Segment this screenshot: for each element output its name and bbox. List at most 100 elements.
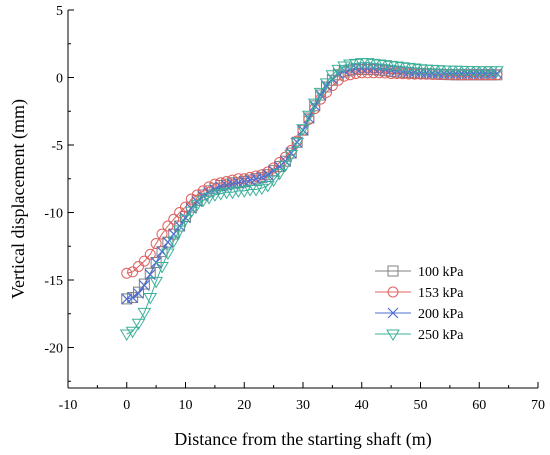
y-tick-label: -15	[44, 274, 63, 289]
data-point	[373, 67, 385, 79]
x-tick-label: 60	[472, 398, 486, 413]
series-layer	[119, 58, 504, 341]
data-point	[138, 279, 150, 291]
legend-entry: 153 kPa	[375, 286, 464, 301]
data-point	[172, 225, 187, 238]
legend-entry: 250 kPa	[375, 328, 464, 343]
data-point	[137, 307, 152, 320]
data-point	[190, 199, 205, 212]
data-point	[168, 228, 180, 240]
legend-marker	[387, 265, 399, 277]
data-point	[202, 193, 216, 205]
data-point	[337, 61, 352, 73]
data-point	[138, 255, 150, 267]
data-point	[138, 278, 150, 290]
data-point	[291, 135, 303, 147]
data-point	[385, 67, 397, 79]
data-point	[168, 213, 180, 225]
data-point	[121, 267, 133, 279]
data-point	[285, 147, 297, 159]
data-point	[279, 151, 291, 163]
x-tick-label: 30	[296, 398, 310, 413]
data-point	[131, 318, 146, 331]
legend-entry: 100 kPa	[375, 265, 464, 280]
data-point	[303, 112, 315, 124]
legend: 100 kPa 153 kPa 200 kPa 250 kPa	[375, 265, 464, 343]
data-point	[213, 189, 228, 201]
data-point	[307, 98, 322, 111]
data-point	[133, 288, 144, 299]
y-tick-label: -10	[44, 207, 63, 222]
data-point	[379, 67, 391, 79]
data-point	[119, 329, 134, 341]
data-point	[254, 183, 269, 196]
data-point	[221, 175, 233, 187]
data-point	[178, 214, 193, 227]
data-point	[156, 246, 168, 258]
data-point	[196, 195, 211, 208]
data-point	[297, 124, 309, 136]
data-point	[149, 276, 164, 289]
legend-label: 100 kPa	[418, 265, 464, 280]
data-point	[127, 292, 139, 303]
x-axis-title: Distance from the starting shaft (m)	[174, 429, 431, 450]
x-tick-label: 40	[355, 398, 369, 413]
legend-marker	[387, 286, 399, 298]
y-axis-title: Vertical displacement (mm)	[8, 99, 29, 299]
data-point	[185, 193, 197, 205]
data-point	[166, 236, 181, 248]
data-point	[125, 326, 140, 339]
data-point	[266, 175, 281, 188]
data-point	[262, 169, 274, 181]
data-point	[397, 68, 409, 80]
data-point	[156, 228, 168, 240]
y-tick-label: -5	[51, 139, 63, 154]
x-tick-label: 0	[123, 398, 130, 413]
y-tick-label: -20	[44, 342, 63, 357]
data-point	[160, 248, 175, 260]
data-point	[491, 68, 503, 79]
data-point	[296, 124, 310, 136]
data-point	[313, 87, 328, 100]
data-point	[321, 86, 332, 98]
data-point	[319, 78, 334, 90]
legend-entry: 200 kPa	[375, 307, 464, 322]
legend-marker	[387, 307, 399, 319]
data-point	[391, 67, 403, 79]
data-point	[278, 160, 293, 173]
data-point	[249, 185, 263, 197]
data-point	[225, 187, 240, 200]
data-point	[150, 238, 162, 250]
data-point	[256, 171, 268, 183]
series-250-kpa	[119, 58, 504, 341]
data-point	[403, 68, 415, 80]
legend-label: 250 kPa	[418, 328, 464, 343]
x-tick-label: 10	[179, 398, 193, 413]
legend-label: 200 kPa	[418, 307, 464, 322]
y-tick-label: 5	[56, 4, 63, 19]
data-point	[237, 186, 252, 198]
data-point	[162, 220, 174, 232]
data-point	[284, 149, 299, 162]
data-point	[325, 70, 340, 82]
data-point	[268, 165, 280, 177]
data-point	[144, 269, 156, 281]
data-point	[227, 174, 238, 186]
x-tick-label: 50	[414, 398, 428, 413]
legend-label: 153 kPa	[418, 286, 464, 301]
data-point	[144, 248, 156, 260]
data-point	[260, 181, 275, 193]
data-point	[133, 286, 144, 298]
x-tick-label: 20	[237, 398, 251, 413]
y-tick-label: 0	[56, 72, 63, 87]
legend-marker	[386, 329, 400, 341]
x-tick-label: -10	[59, 398, 78, 413]
data-point	[301, 110, 316, 123]
data-point	[489, 66, 504, 78]
data-point	[207, 190, 222, 202]
data-point	[143, 293, 158, 305]
axes: -10 0 10 20 30 40 50 60 70 -20 -15 -10 -5 0 5	[44, 4, 545, 413]
data-point	[155, 262, 169, 274]
data-point	[285, 147, 297, 159]
